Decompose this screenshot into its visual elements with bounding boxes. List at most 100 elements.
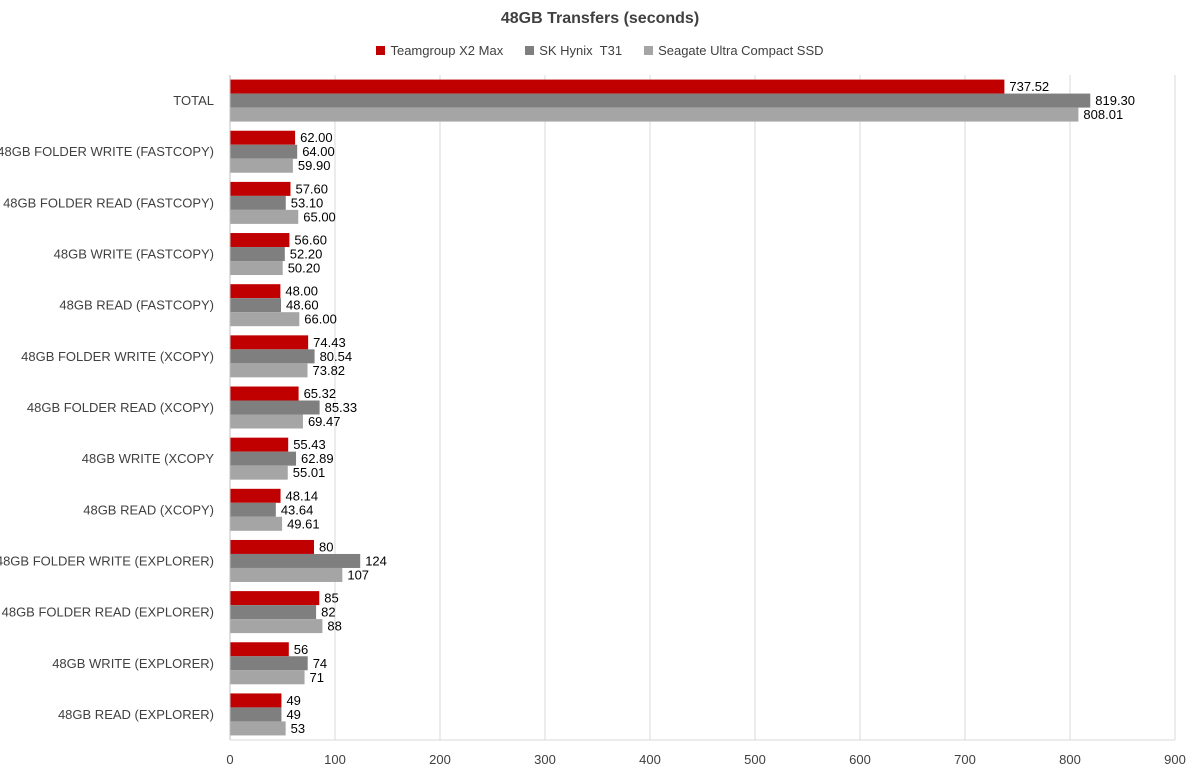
category-label: 48GB WRITE (EXPLORER) — [52, 656, 214, 671]
x-tick-label: 400 — [639, 752, 661, 767]
bar — [230, 642, 289, 657]
data-label: 49 — [286, 707, 300, 722]
data-label: 107 — [347, 567, 369, 582]
bar — [230, 79, 1005, 94]
chart-title: 48GB Transfers (seconds) — [500, 10, 700, 27]
x-tick-label: 800 — [1059, 752, 1081, 767]
category-label: 48GB FOLDER WRITE (XCOPY) — [21, 349, 214, 364]
bar — [230, 312, 300, 327]
legend-item-teamgroup: Teamgroup X2 Max — [376, 43, 503, 58]
legend-label-seagate: Seagate Ultra Compact SSD — [658, 43, 824, 58]
bar — [230, 335, 309, 350]
bar — [230, 670, 305, 685]
bar — [230, 144, 298, 159]
x-tick-label: 500 — [744, 752, 766, 767]
data-label: 49.61 — [287, 516, 320, 531]
bar — [230, 502, 276, 517]
bar — [230, 539, 314, 554]
category-label: 48GB FOLDER READ (EXPLORER) — [2, 605, 214, 620]
category-label: 48GB FOLDER WRITE (EXPLORER) — [0, 553, 214, 568]
bar — [230, 349, 315, 364]
category-label: 48GB FOLDER READ (XCOPY) — [27, 400, 214, 415]
bar — [230, 107, 1079, 122]
data-label: 66.00 — [304, 312, 337, 327]
legend-label-teamgroup: Teamgroup X2 Max — [390, 43, 504, 58]
bar — [230, 437, 289, 452]
category-label: TOTAL — [173, 93, 214, 108]
legend-item-seagate: Seagate Ultra Compact SSD — [644, 43, 824, 58]
data-label: 52.20 — [290, 247, 323, 262]
data-label: 62.00 — [300, 130, 333, 145]
bar — [230, 707, 282, 722]
x-tick-label: 900 — [1164, 752, 1186, 767]
category-label: 48GB FOLDER WRITE (FASTCOPY) — [0, 144, 214, 159]
x-tick-label: 600 — [849, 752, 871, 767]
data-label: 737.52 — [1009, 79, 1049, 94]
data-label: 53 — [291, 721, 305, 736]
data-label: 49 — [286, 693, 300, 708]
data-label: 74 — [313, 656, 327, 671]
bar — [230, 567, 343, 582]
data-label: 71 — [310, 670, 324, 685]
data-label: 48.00 — [285, 284, 318, 299]
x-tick-label: 300 — [534, 752, 556, 767]
x-tick-label: 200 — [429, 752, 451, 767]
bar — [230, 363, 308, 378]
data-label: 88 — [327, 619, 341, 634]
bar — [230, 298, 282, 313]
bar — [230, 261, 283, 276]
bar — [230, 451, 297, 466]
data-label: 55.43 — [293, 437, 326, 452]
data-label: 48.60 — [286, 298, 319, 313]
data-label: 64.00 — [302, 144, 335, 159]
bar — [230, 181, 291, 196]
bar — [230, 591, 320, 606]
bar — [230, 386, 299, 401]
category-label: 48GB READ (FASTCOPY) — [59, 298, 214, 313]
category-label: 48GB WRITE (XCOPY — [82, 451, 215, 466]
bar — [230, 400, 320, 415]
data-label: 43.64 — [281, 502, 314, 517]
category-label: 48GB READ (EXPLORER) — [58, 707, 214, 722]
data-label: 48.14 — [286, 488, 319, 503]
data-label: 819.30 — [1095, 93, 1135, 108]
bar — [230, 553, 361, 568]
data-label: 50.20 — [288, 261, 321, 276]
data-label: 82 — [321, 605, 335, 620]
data-label: 124 — [365, 553, 387, 568]
bar — [230, 488, 281, 503]
bar — [230, 721, 286, 736]
x-tick-label: 100 — [324, 752, 346, 767]
bar — [230, 130, 296, 145]
bar — [230, 516, 283, 531]
x-tick-label: 0 — [226, 752, 233, 767]
data-label: 80 — [319, 539, 333, 554]
legend-label-skhynix: SK Hynix T31 — [539, 43, 623, 58]
x-tick-label: 700 — [954, 752, 976, 767]
data-label: 808.01 — [1083, 107, 1123, 122]
legend-swatch-seagate — [644, 46, 654, 55]
bar — [230, 656, 308, 671]
data-label: 69.47 — [308, 414, 341, 429]
data-label: 65.32 — [304, 386, 337, 401]
data-label: 56.60 — [294, 233, 327, 248]
data-label: 85.33 — [325, 400, 358, 415]
bar — [230, 693, 282, 708]
bar — [230, 619, 323, 634]
category-label: 48GB WRITE (FASTCOPY) — [54, 247, 214, 262]
bar — [230, 605, 317, 620]
data-label: 59.90 — [298, 158, 331, 173]
legend-swatch-teamgroup — [376, 46, 386, 55]
bar — [230, 233, 290, 248]
category-label: 48GB FOLDER READ (FASTCOPY) — [3, 195, 214, 210]
data-label: 80.54 — [320, 349, 353, 364]
data-label: 57.60 — [295, 181, 328, 196]
bar — [230, 284, 281, 299]
data-label: 65.00 — [303, 209, 336, 224]
bar — [230, 209, 299, 224]
legend-item-skhynix: SK Hynix T31 — [525, 43, 622, 58]
bar — [230, 414, 303, 429]
legend: Teamgroup X2 Max SK Hynix T31 Seagate Ul… — [0, 43, 1200, 58]
bar — [230, 465, 288, 480]
